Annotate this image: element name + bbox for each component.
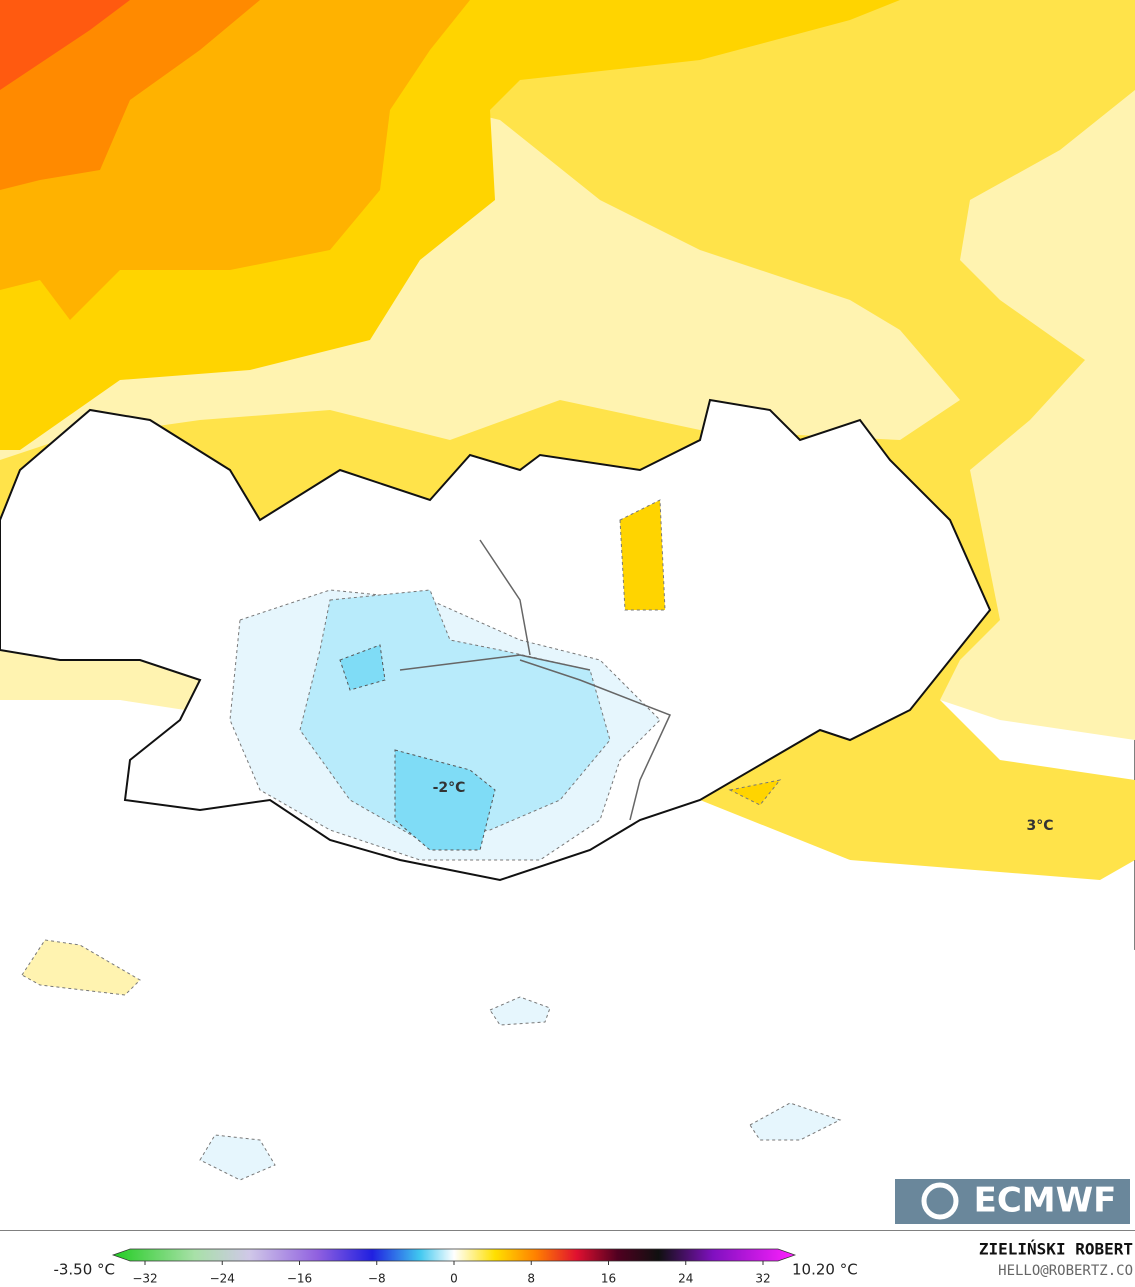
logo-icon — [921, 1182, 959, 1220]
colorbar: -3.50 °C 10.20 °C −32 −24 −16 −8 0 8 16 24 32 — [53, 1248, 858, 1286]
map-label: -2°C — [433, 780, 466, 796]
email: HELLO@ROBERTZ.CO — [998, 1263, 1133, 1279]
zone-colder — [394, 749, 496, 851]
zone-colder — [339, 644, 386, 691]
zone-white — [0, 700, 1135, 1230]
zone-cool — [199, 1134, 276, 1181]
colorbar-min: -3.50 °C — [53, 1261, 115, 1279]
author: ZIELIŃSKI ROBERT — [979, 1240, 1133, 1259]
colorbar-tick-label: 0 — [450, 1272, 458, 1286]
colorbar-bar — [111, 1248, 797, 1262]
zone-cool — [489, 996, 551, 1026]
border — [399, 539, 672, 821]
colorbar-tick-label: 32 — [755, 1272, 770, 1286]
colorbar-tick-label: 16 — [601, 1272, 616, 1286]
colorbar-max: 10.20 °C — [792, 1261, 858, 1279]
zone-warm — [728, 779, 782, 806]
colorbar-tick-label: 24 — [678, 1272, 693, 1286]
map: -2°C 3°C ECMWF — [0, 0, 1135, 1231]
zone-cool — [749, 1102, 842, 1141]
colorbar-tick-label: −16 — [287, 1272, 312, 1286]
colorbar-tick-label: 8 — [527, 1272, 535, 1286]
zone-warm — [619, 499, 666, 611]
logo-text: ECMWF — [974, 1181, 1117, 1221]
zone-dark-orange — [0, 0, 260, 190]
map-label: 3°C — [1026, 818, 1053, 834]
colorbar-tick-label: −8 — [368, 1272, 386, 1286]
zone-light — [21, 939, 141, 996]
zone-red — [0, 0, 130, 90]
colorbar-tick-label: −32 — [132, 1272, 157, 1286]
colorbar-tick-label: −24 — [210, 1272, 235, 1286]
